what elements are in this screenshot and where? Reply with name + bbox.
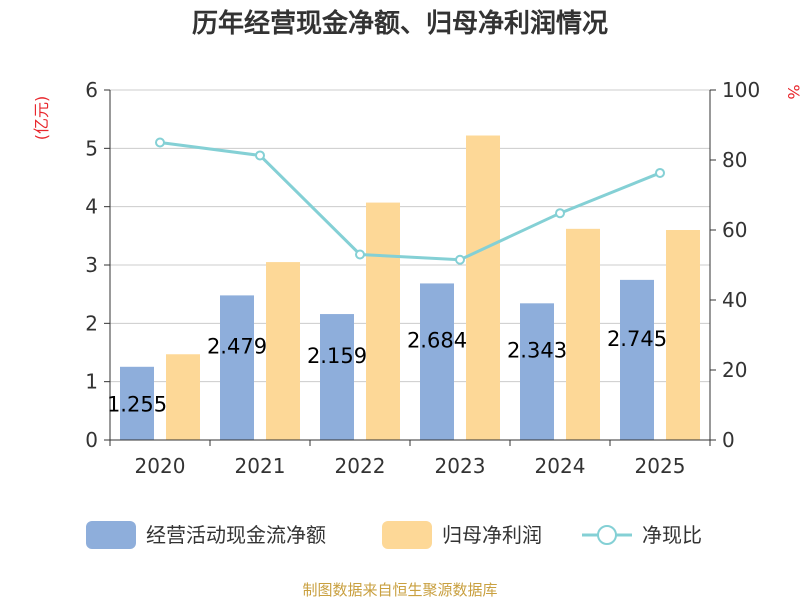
ratio-point — [655, 167, 665, 178]
x-tick-label: 2022 — [335, 454, 386, 478]
cashflow-bar — [320, 314, 354, 440]
left-tick-label: 4 — [85, 195, 98, 219]
bar-value-label: 2.745 — [607, 327, 667, 351]
ratio-point — [555, 208, 565, 219]
ratio-point — [355, 249, 365, 260]
right-tick-label: 0 — [722, 428, 735, 452]
bar-value-label: 2.159 — [307, 344, 367, 368]
right-tick-label: 20 — [722, 358, 747, 382]
legend-swatch-net-profit — [382, 521, 432, 549]
net-profit-bar — [566, 228, 600, 440]
right-axis-unit: % — [784, 84, 800, 99]
x-tick-label: 2021 — [235, 454, 286, 478]
legend: 经营活动现金流净额 归母净利润 净现比 — [86, 521, 702, 549]
cashflow-bar — [120, 366, 154, 440]
left-axis-unit: (亿元) — [32, 96, 51, 141]
x-tick-label: 2023 — [435, 454, 486, 478]
ratio-point — [455, 254, 465, 265]
net-profit-bar — [466, 135, 500, 440]
net-profit-bar — [666, 230, 700, 440]
ratio-point — [255, 150, 265, 161]
legend-label-cashflow: 经营活动现金流净额 — [146, 523, 326, 547]
bar-value-label: 1.255 — [107, 392, 167, 416]
net-profit-bar — [166, 354, 200, 440]
legend-marker-ratio — [597, 525, 617, 545]
net-profit-bar — [366, 202, 400, 440]
cashflow-bar — [620, 279, 654, 440]
line-layer — [155, 137, 665, 265]
legend-swatch-cashflow — [86, 521, 136, 549]
ratio-point — [155, 137, 165, 148]
bar-value-label: 2.684 — [407, 329, 467, 353]
right-tick-label: 100 — [722, 78, 760, 102]
x-tick-label: 2024 — [535, 454, 586, 478]
source-note: 制图数据来自恒生聚源数据库 — [302, 581, 497, 599]
left-tick-label: 2 — [85, 311, 98, 335]
bar-label-layer: 1.255 2.479 2.159 2.684 2.343 2.745 — [107, 327, 667, 416]
left-tick-label: 5 — [85, 136, 98, 160]
x-tick-label: 2020 — [135, 454, 186, 478]
right-tick-label: 80 — [722, 148, 747, 172]
ratio-line — [159, 141, 661, 262]
legend-label-net-profit: 归母净利润 — [442, 523, 542, 547]
x-tick-label: 2025 — [635, 454, 686, 478]
legend-label-ratio: 净现比 — [642, 523, 702, 547]
left-tick-label: 0 — [85, 428, 98, 452]
cashflow-bar — [220, 295, 254, 440]
right-tick-label: 40 — [722, 288, 747, 312]
chart-title: 历年经营现金净额、归母净利润情况 — [192, 8, 608, 39]
left-tick-label: 3 — [85, 253, 98, 277]
bar-value-label: 2.479 — [207, 335, 267, 359]
cashflow-bar — [520, 303, 554, 440]
left-tick-label: 1 — [85, 370, 98, 394]
right-tick-label: 60 — [722, 218, 747, 242]
cashflow-bar — [420, 283, 454, 440]
bar-value-label: 2.343 — [507, 339, 567, 363]
bar-layer — [120, 135, 700, 440]
net-profit-bar — [266, 262, 300, 440]
left-tick-label: 6 — [85, 78, 98, 102]
